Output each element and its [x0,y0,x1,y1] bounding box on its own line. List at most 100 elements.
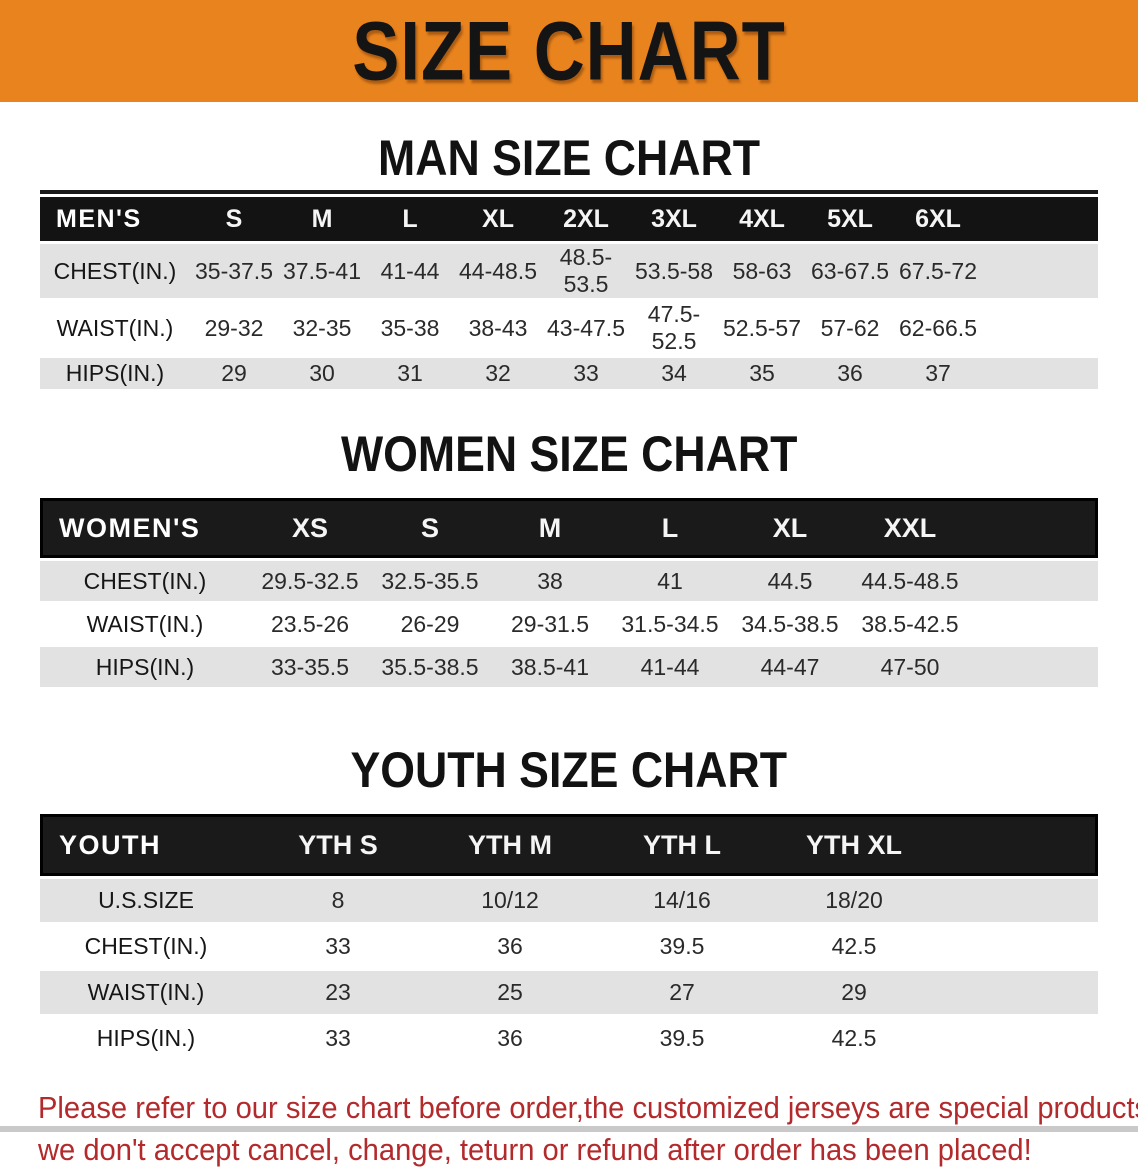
size-value: 37.5-41 [278,244,366,298]
measurement-row: HIPS(IN.) 33-35.5 35.5-38.5 38.5-41 41-44 44-… [40,647,1098,687]
size-table-header-row: YOUTH YTH S YTH M YTH L YTH XL [40,814,1098,876]
size-value: 29-31.5 [490,604,610,644]
size-value: 44.5-48.5 [850,561,970,601]
size-value: 57-62 [806,301,894,355]
size-value: 48.5-53.5 [542,244,630,298]
size-value: 44.5 [730,561,850,601]
size-value: 34 [630,358,718,389]
women-chart-heading-text: WOMEN SIZE CHART [340,425,798,482]
row-filler [970,561,1098,601]
size-column-header: L [366,197,454,241]
row-filler [982,244,1098,298]
header-filler [970,498,1098,558]
youth-chart-heading-text: YOUTH SIZE CHART [350,741,788,798]
measurement-row-label: CHEST(IN.) [40,925,252,968]
size-value: 23 [252,971,424,1014]
size-value: 32-35 [278,301,366,355]
row-filler [940,971,1098,1014]
size-value: 67.5-72 [894,244,982,298]
size-value: 31.5-34.5 [610,604,730,644]
size-value: 35-38 [366,301,454,355]
size-value: 58-63 [718,244,806,298]
size-column-header: XXL [850,498,970,558]
size-column-header: YTH M [424,814,596,876]
table-corner-label: WOMEN'S [40,498,250,558]
size-column-header: S [370,498,490,558]
size-column-header: YTH XL [768,814,940,876]
disclaimer-line-2: we don't accept cancel, change, teturn o… [38,1132,1032,1167]
size-value: 39.5 [596,925,768,968]
size-column-header: 3XL [630,197,718,241]
size-column-header: 2XL [542,197,630,241]
row-filler [970,647,1098,687]
youth-size-table: YOUTH YTH S YTH M YTH L YTH XL U.S.SIZE 8 10/12… [40,811,1098,1063]
size-table-header-row: WOMEN'S XS S M L XL XXL [40,498,1098,558]
youth-chart-heading: YOUTH SIZE CHART [0,741,1138,797]
size-value: 38.5-42.5 [850,604,970,644]
men-chart-heading: MAN SIZE CHART [0,129,1138,185]
size-value: 27 [596,971,768,1014]
size-column-header: 5XL [806,197,894,241]
row-filler [970,604,1098,644]
size-value: 29-32 [190,301,278,355]
size-value: 32.5-35.5 [370,561,490,601]
measurement-row-label: CHEST(IN.) [40,561,250,601]
row-filler [940,879,1098,922]
measurement-row-label: WAIST(IN.) [40,604,250,644]
measurement-row-label: HIPS(IN.) [40,647,250,687]
measurement-row-label: CHEST(IN.) [40,244,190,298]
row-filler [940,1017,1098,1060]
measurement-row-label: WAIST(IN.) [40,301,190,355]
measurement-row: U.S.SIZE 8 10/12 14/16 18/20 [40,879,1098,922]
size-value: 42.5 [768,1017,940,1060]
size-value: 33-35.5 [250,647,370,687]
size-value: 33 [542,358,630,389]
size-column-header: S [190,197,278,241]
measurement-row-label: HIPS(IN.) [40,358,190,389]
measurement-row-label: WAIST(IN.) [40,971,252,1014]
size-value: 47-50 [850,647,970,687]
size-value: 42.5 [768,925,940,968]
size-value: 29 [768,971,940,1014]
measurement-row: CHEST(IN.) 33 36 39.5 42.5 [40,925,1098,968]
size-value: 41-44 [366,244,454,298]
size-value: 39.5 [596,1017,768,1060]
size-column-header: L [610,498,730,558]
size-column-header: M [278,197,366,241]
size-value: 36 [806,358,894,389]
size-value: 38.5-41 [490,647,610,687]
measurement-row: WAIST(IN.) 29-32 32-35 35-38 38-43 43-47.5 47.… [40,301,1098,355]
size-value: 35 [718,358,806,389]
size-value: 10/12 [424,879,596,922]
size-value: 26-29 [370,604,490,644]
row-filler [982,301,1098,355]
header-filler [982,197,1098,241]
size-value: 29.5-32.5 [250,561,370,601]
size-value: 36 [424,1017,596,1060]
size-value: 38 [490,561,610,601]
size-value: 18/20 [768,879,940,922]
size-table-header-row: MEN'S S M L XL 2XL 3XL 4XL 5XL 6XL [40,197,1098,241]
men-size-table: MEN'S S M L XL 2XL 3XL 4XL 5XL 6XL CHEST(IN.) 35-37… [40,194,1098,392]
size-column-header: YTH S [252,814,424,876]
size-value: 14/16 [596,879,768,922]
size-value: 29 [190,358,278,389]
women-chart-heading: WOMEN SIZE CHART [0,425,1138,481]
size-value: 36 [424,925,596,968]
measurement-row-label: U.S.SIZE [40,879,252,922]
size-value: 33 [252,925,424,968]
size-value: 41 [610,561,730,601]
size-value: 44-47 [730,647,850,687]
row-filler [940,925,1098,968]
size-value: 44-48.5 [454,244,542,298]
table-corner-label: YOUTH [40,814,252,876]
size-value: 23.5-26 [250,604,370,644]
size-value: 47.5-52.5 [630,301,718,355]
size-value: 43-47.5 [542,301,630,355]
size-value: 38-43 [454,301,542,355]
measurement-row: CHEST(IN.) 29.5-32.5 32.5-35.5 38 41 44.5 44.5… [40,561,1098,601]
measurement-row: WAIST(IN.) 23.5-26 26-29 29-31.5 31.5-34.5 34… [40,604,1098,644]
size-value: 30 [278,358,366,389]
women-size-table: WOMEN'S XS S M L XL XXL CHEST(IN.) 29.5-32.5 32.5… [40,495,1098,690]
size-value: 34.5-38.5 [730,604,850,644]
